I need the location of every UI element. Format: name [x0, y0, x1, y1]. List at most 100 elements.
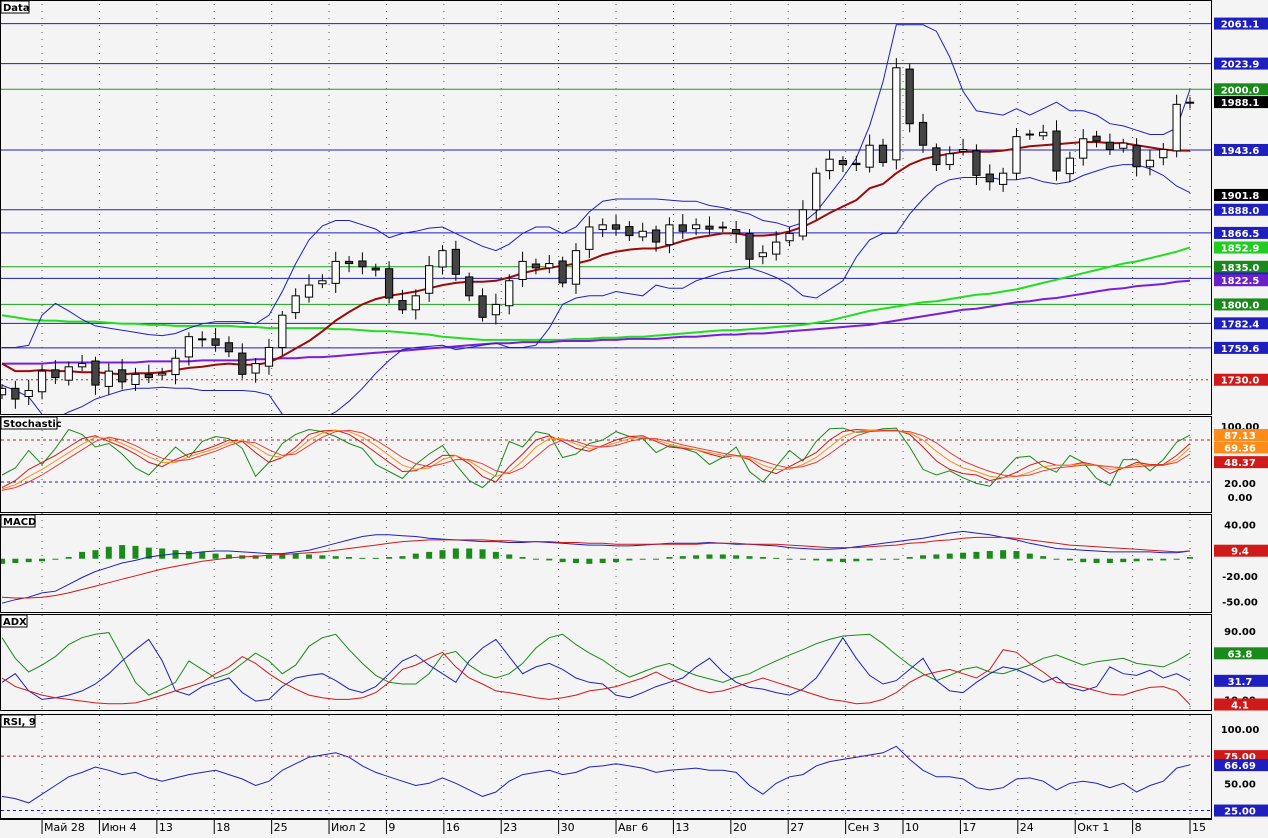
candle-up — [798, 209, 808, 237]
candle-up — [691, 224, 701, 230]
candle-up — [64, 366, 73, 381]
candle-down — [932, 147, 941, 166]
rsi-tag: 25.00 — [1214, 804, 1268, 818]
macd-hist-bar — [65, 557, 72, 559]
stoch-series — [1, 428, 1191, 489]
macd-hist-bar — [706, 554, 713, 559]
macd-hist-bar — [1120, 558, 1127, 563]
macd-hist-bar — [946, 553, 953, 559]
macd-hist-bar — [25, 558, 32, 563]
macd-hist-bar — [893, 558, 900, 560]
candle-down — [118, 369, 127, 383]
macd-hist-bar — [719, 554, 726, 559]
candle-down — [478, 295, 487, 318]
panel-title-stochastic: Stochastic — [0, 416, 62, 430]
rsi-tick: 100.00 — [1221, 725, 1260, 736]
stoch-tag: 69.36 — [1214, 441, 1268, 454]
macd-tick: -20.00 — [1222, 572, 1258, 583]
candle-down — [465, 276, 474, 297]
macd-hist-bar — [52, 558, 59, 560]
candle-up — [545, 263, 554, 269]
candle-up — [131, 373, 140, 385]
price-plot — [1, 23, 1211, 414]
stoch-series — [1, 427, 1191, 489]
candle-up — [718, 226, 727, 229]
macd-hist-bar — [733, 555, 740, 559]
candle-down — [558, 260, 567, 284]
macd-hist-bar — [786, 558, 793, 560]
candle-up — [892, 67, 901, 161]
macd-hist-bar — [1053, 558, 1060, 560]
candle-down — [838, 160, 848, 166]
price-tag-label-text: 1988.1 — [1221, 98, 1260, 109]
price-tag-label: 1822.5 — [1214, 274, 1268, 287]
x-tick-label: 8 — [1135, 821, 1142, 834]
macd-hist-bar — [306, 554, 313, 559]
candle-down — [1025, 133, 1034, 136]
candle-down — [1052, 130, 1061, 172]
price-level-label-text: 2000.0 — [1221, 85, 1260, 96]
macd-hist-bar — [39, 558, 46, 562]
macd-hist-bar — [1000, 550, 1007, 559]
price-level-label-text: 1800.0 — [1221, 300, 1260, 311]
macd-hist-bar — [359, 557, 366, 559]
macd-hist-bar — [1160, 558, 1167, 561]
x-tick-label: 30 — [561, 821, 575, 834]
macd-hist-bar — [332, 556, 339, 559]
price-series-sma_short — [1, 141, 1190, 376]
x-tick-label: 25 — [274, 821, 288, 834]
adx-tag-text: 31.7 — [1228, 677, 1253, 688]
macd-hist-bar — [386, 557, 393, 559]
candle-down — [852, 162, 861, 166]
panel-title-adx: ADX — [0, 614, 28, 628]
candle-down — [1092, 135, 1101, 142]
candle-down — [678, 224, 687, 232]
macd-hist-bar — [666, 557, 673, 559]
macd-hist-bar — [372, 557, 379, 559]
macd-hist-bar — [279, 553, 286, 559]
candle-up — [772, 241, 781, 255]
macd-hist-bar — [12, 558, 19, 563]
macd-tick: -50.00 — [1222, 597, 1258, 608]
price-level-label-text: 1888.0 — [1221, 206, 1260, 217]
x-tick-label: Авг 6 — [618, 821, 648, 834]
rsi-tag: 75.00 — [1214, 750, 1268, 763]
panel-title-stochastic-text: Stochastic — [3, 419, 62, 430]
candle-up — [571, 250, 581, 285]
macd-hist-bar — [185, 551, 192, 559]
candle-up — [37, 370, 47, 393]
price-series-ma_long_purple — [2, 279, 1191, 365]
candle-up — [1079, 138, 1088, 159]
candle-up — [1185, 101, 1195, 104]
candle-down — [11, 387, 20, 400]
candle-up — [585, 226, 594, 250]
candle-down — [371, 267, 380, 271]
macd-hist-bar — [572, 558, 579, 563]
candle-up — [491, 303, 501, 316]
price-level-label: 1866.5 — [1214, 226, 1268, 240]
price-series-ma_mid_green — [1, 246, 1191, 341]
candle-up — [318, 280, 327, 285]
stoch-tick: 20.00 — [1224, 479, 1256, 490]
adx-tag: 4.1 — [1214, 698, 1268, 711]
stoch-plot — [1, 427, 1211, 491]
candle-up — [1039, 131, 1048, 137]
x-tick-label: Сен 3 — [848, 821, 880, 834]
candle-up — [865, 144, 874, 168]
price-level-label-text: 1759.6 — [1221, 344, 1260, 355]
price-level-label-text: 1782.4 — [1221, 319, 1260, 330]
macd-hist-bar — [145, 547, 152, 559]
stoch-tag: 87.13 — [1214, 429, 1268, 442]
candle-up — [291, 295, 300, 314]
candle-up — [24, 389, 33, 398]
macd-hist-bar — [346, 557, 353, 559]
price-tag-label: 1852.9 — [1214, 241, 1268, 255]
candle-up — [785, 232, 794, 242]
macd-hist-bar — [132, 545, 139, 559]
candle-up — [1119, 142, 1128, 149]
macd-hist-bar — [586, 558, 593, 564]
price-level-label-text: 1943.6 — [1221, 146, 1260, 157]
macd-hist-bar — [199, 551, 206, 559]
candle-down — [611, 224, 621, 230]
